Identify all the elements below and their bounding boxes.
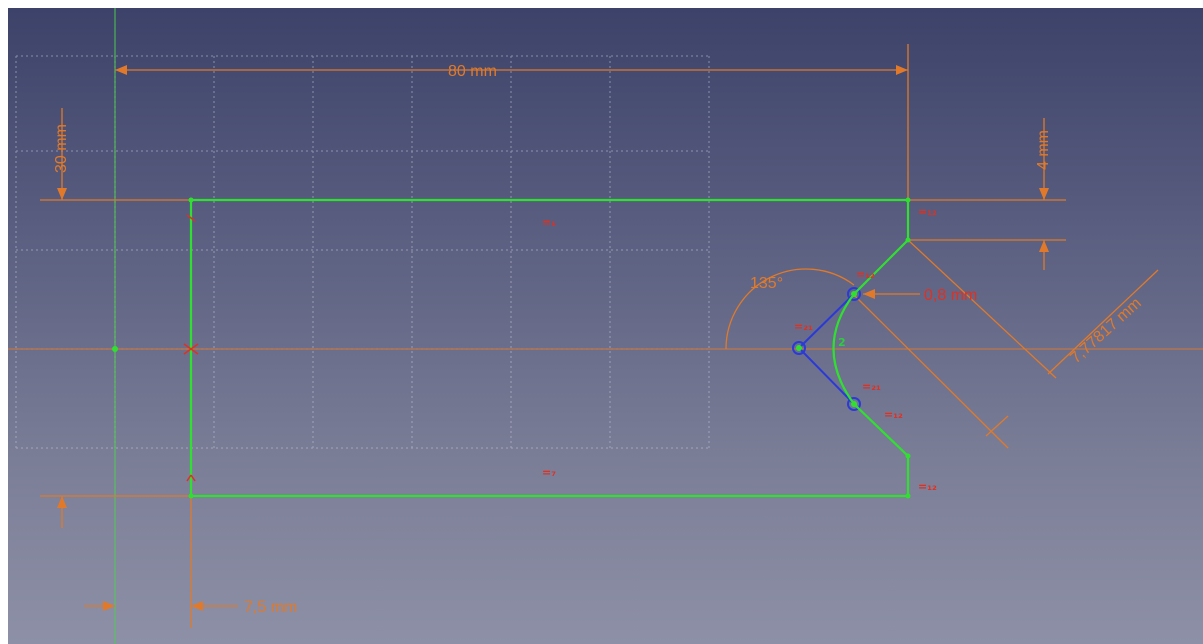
construction-geometry — [792, 287, 861, 411]
arc-offset-dimension[interactable]: 0,8 mm — [924, 287, 977, 304]
constraint-right-top: =₁₂ — [918, 205, 937, 218]
angle-dimension[interactable]: 135° — [750, 275, 783, 292]
left-offset-dimension[interactable]: 7,5 mm — [244, 599, 297, 616]
width-dimension[interactable]: 80 mm — [448, 63, 497, 80]
top-offset-dimension[interactable]: 4 mm — [1035, 130, 1052, 170]
constraint-arc-top: =₁₂ — [856, 268, 875, 281]
height-dimension[interactable]: 30 mm — [53, 124, 70, 173]
constraint-arc-radius-bottom: =₂₁ — [862, 380, 881, 393]
chamfer-dimension[interactable]: 7,77817 mm — [1067, 295, 1144, 367]
sketch-viewport[interactable]: 80 mm 30 mm 4 mm 7,5 mm 7,77817 mm 0,8 m… — [8, 8, 1203, 644]
dimension-lines — [40, 44, 1159, 628]
constraint-top-equal: =₁ — [542, 216, 556, 229]
sketch-points[interactable] — [112, 197, 911, 499]
sketch-canvas[interactable]: 80 mm 30 mm 4 mm 7,5 mm 7,77817 mm 0,8 m… — [8, 8, 1203, 644]
dimension-arrows — [57, 65, 1049, 611]
constraint-bottom-equal: =₇ — [542, 466, 556, 479]
symmetry-marks — [183, 214, 199, 482]
sketch-grid — [15, 55, 710, 449]
constraint-right-bottom: =₁₂ — [918, 480, 937, 493]
sketch-profile[interactable] — [189, 198, 910, 498]
constraint-arc-lower: =₁₂ — [884, 408, 903, 421]
constraint-arc-mid: 2 — [838, 336, 846, 349]
constraint-arc-radius-top: =₂₁ — [794, 320, 813, 333]
